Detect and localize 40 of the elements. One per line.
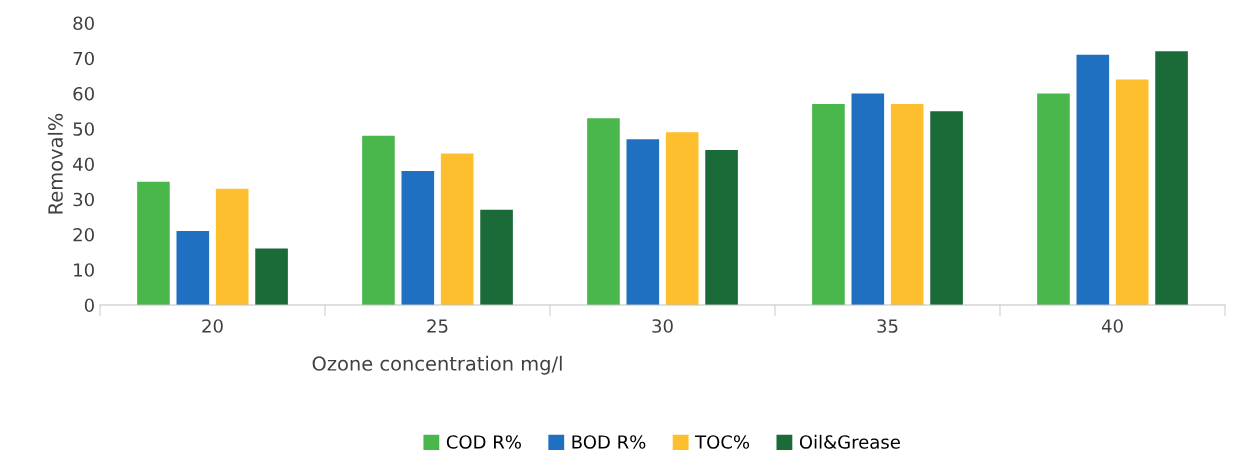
bar [1155,51,1188,305]
bar [1037,93,1070,305]
bar [890,104,924,305]
x-tick-label: 20 [202,319,223,333]
y-tick-label: 80 [73,16,94,31]
bar [812,104,845,305]
legend-label: Oil&Grease [799,434,900,449]
legend-label: COD R% [446,435,521,449]
y-tick-label: 10 [74,263,94,277]
bar [255,248,288,305]
bar [137,181,170,305]
x-tick-label: 40 [1101,319,1123,333]
y-tick-label: 70 [73,51,94,66]
y-tick-label: 40 [73,157,94,172]
x-axis-title: Ozone concentration mg/l [312,355,562,375]
bar [215,188,249,305]
bar [480,209,513,305]
bar [930,111,963,305]
y-tick-label: 0 [84,298,94,313]
bar [362,135,395,305]
y-tick-label: 60 [73,86,94,101]
bar [587,118,620,305]
legend-label: BOD R% [572,435,646,449]
bar [665,132,699,305]
y-tick-label: 50 [73,122,94,136]
bar [705,149,738,305]
y-tick-label: 20 [73,227,94,242]
bar [626,139,660,305]
x-tick-label: 30 [652,319,673,333]
bar [401,171,435,305]
legend-label: TOC% [695,435,750,449]
bar [1115,79,1149,305]
y-tick-label: 30 [73,192,94,207]
x-tick-label: 25 [427,319,448,333]
bar [440,153,474,305]
bar [851,93,885,305]
x-tick-label: 35 [877,319,898,333]
bar [176,230,210,305]
y-axis-title: Removal% [47,113,63,214]
bar [1076,54,1110,305]
